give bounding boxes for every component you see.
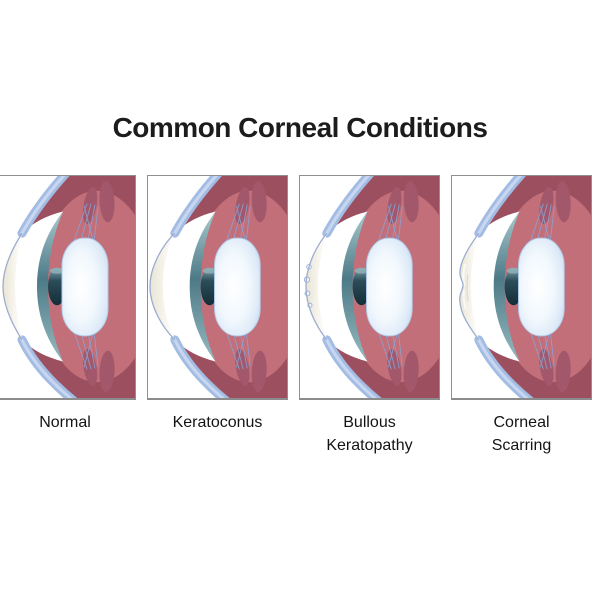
panel-box-scarring <box>451 175 592 400</box>
pupil-rim-highlight <box>354 267 369 274</box>
cornea-shape <box>305 233 327 340</box>
label-line: Bullous <box>343 414 396 431</box>
panel-label-normal: Normal <box>0 411 136 434</box>
lens-shape <box>518 237 565 337</box>
lens-shape <box>214 237 261 337</box>
cornea-outline <box>2 232 23 341</box>
panel-normal: Normal <box>0 175 136 434</box>
cornea-outline <box>305 232 328 341</box>
panel-corneal-scarring: Corneal Scarring <box>451 175 592 457</box>
label-line: Scarring <box>491 437 552 454</box>
eye-cross-section-svg <box>2 176 135 398</box>
iris-shape <box>37 211 63 362</box>
pupil-rim-highlight <box>50 267 64 274</box>
sclera-band <box>17 176 78 398</box>
pupil-rim-highlight <box>202 267 217 274</box>
iris-shape <box>493 211 520 362</box>
lens-shape <box>61 237 109 337</box>
eye-illustration-bullous <box>300 176 439 398</box>
panel-label-keratoconus: Keratoconus <box>147 411 288 434</box>
panel-label-bullous: Bullous Keratopathy <box>299 411 440 457</box>
iris-shape <box>189 211 216 362</box>
panel-bullous-keratopathy: Bullous Keratopathy <box>299 175 440 457</box>
cornea-outline <box>459 232 480 341</box>
eye-illustration-normal <box>0 176 135 398</box>
zonule-fibers <box>73 203 99 370</box>
sclera-band <box>170 176 230 398</box>
pupil-shape <box>352 267 371 306</box>
iris-shape <box>341 211 368 362</box>
label-line: Normal <box>39 414 91 431</box>
eye-cross-section-svg <box>303 176 439 398</box>
label-line: Corneal <box>493 414 550 431</box>
panel-keratoconus: Keratoconus <box>147 175 288 434</box>
cornea-shape <box>459 233 479 340</box>
panel-box-bullous <box>299 175 440 400</box>
zonule-fibers <box>226 203 251 370</box>
sclera-band <box>474 176 534 398</box>
cornea-outline <box>149 232 176 341</box>
figure-title: Common Corneal Conditions <box>112 112 488 143</box>
scar-streaks <box>462 263 469 311</box>
zonule-fibers <box>530 203 555 370</box>
panel-box-normal <box>0 175 136 400</box>
cornea-shape <box>149 233 175 340</box>
lens-shape <box>366 237 413 337</box>
eye-illustration-keratoconus <box>148 176 287 398</box>
eye-illustration-scarring <box>452 176 591 398</box>
sclera-band <box>322 176 382 398</box>
panel-box-keratoconus <box>147 175 288 400</box>
pupil-shape <box>200 267 219 306</box>
eye-cross-section-svg <box>149 176 287 398</box>
label-line: Keratoconus <box>172 414 263 431</box>
cornea-shape <box>3 233 22 340</box>
panel-label-scarring: Corneal Scarring <box>451 411 592 457</box>
bullous-blisters <box>303 264 313 308</box>
zonule-fibers <box>378 203 403 370</box>
eye-cross-section-svg <box>459 176 591 398</box>
pupil-rim-highlight <box>506 267 521 274</box>
label-line: Keratopathy <box>326 437 413 454</box>
